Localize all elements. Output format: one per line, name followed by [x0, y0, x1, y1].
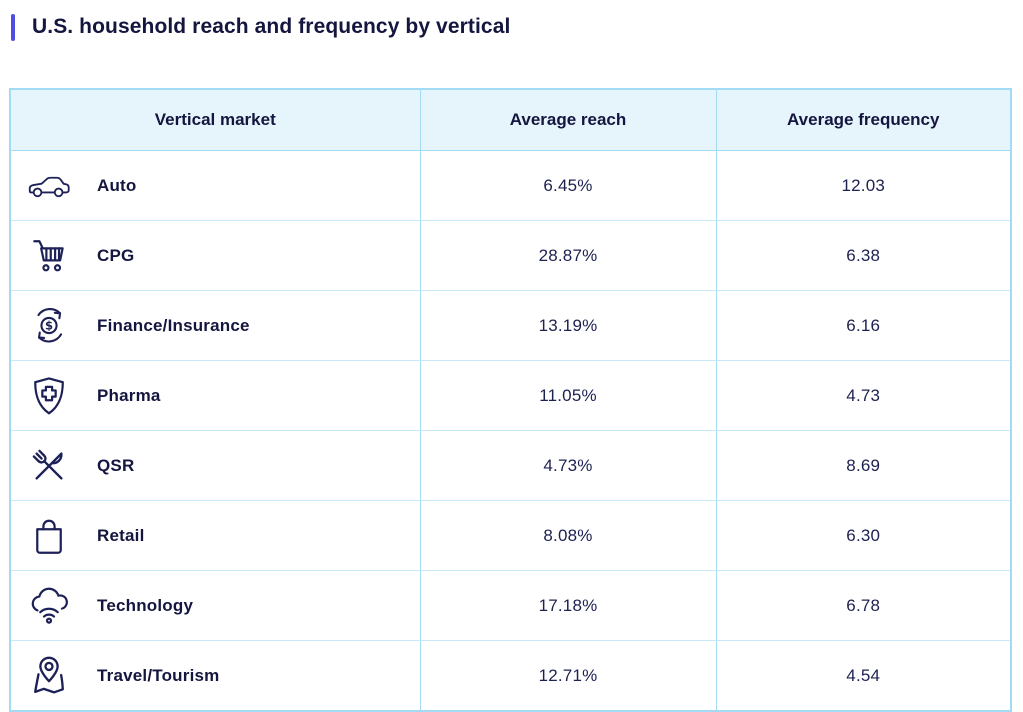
- vertical-market-label: Retail: [97, 525, 145, 545]
- car-icon: [25, 171, 73, 201]
- average-frequency-cell: 4.73: [715, 360, 1012, 431]
- vertical-market-cell: CPG: [9, 220, 421, 291]
- average-frequency-cell: 6.16: [715, 290, 1012, 361]
- column-header-average-frequency: Average frequency: [715, 88, 1012, 151]
- vertical-market-cell: Pharma: [9, 360, 421, 431]
- average-reach-cell: 8.08%: [419, 500, 717, 571]
- average-frequency-cell: 4.54: [715, 640, 1012, 712]
- vertical-market-label: Technology: [97, 595, 194, 615]
- average-frequency-cell: 6.38: [715, 220, 1012, 291]
- average-frequency-value: 6.78: [846, 595, 881, 615]
- column-header-average-reach: Average reach: [419, 88, 717, 151]
- average-reach-cell: 13.19%: [419, 290, 717, 361]
- vertical-market-cell: Travel/Tourism: [9, 640, 421, 712]
- table-row: Retail 8.08% 6.30: [9, 500, 1012, 571]
- average-reach-value: 8.08%: [543, 525, 593, 545]
- average-reach-value: 13.19%: [538, 315, 598, 335]
- table-row: Pharma 11.05% 4.73: [9, 360, 1012, 431]
- section-title-row: U.S. household reach and frequency by ve…: [10, 12, 1011, 42]
- shield-cross-icon: [25, 376, 73, 416]
- vertical-market-cell: Auto: [9, 150, 421, 221]
- table-row: Technology 17.18% 6.78: [9, 570, 1012, 641]
- average-frequency-value: 6.30: [846, 525, 881, 545]
- average-reach-cell: 12.71%: [419, 640, 717, 712]
- vertical-market-cell: $ Finance/Insurance: [9, 290, 421, 361]
- average-reach-cell: 28.87%: [419, 220, 717, 291]
- average-frequency-value: 4.73: [846, 385, 881, 405]
- vertical-market-cell: QSR: [9, 430, 421, 501]
- page-title: U.S. household reach and frequency by ve…: [32, 15, 511, 38]
- dollar-cycle-icon: $: [25, 305, 73, 347]
- average-frequency-cell: 6.30: [715, 500, 1012, 571]
- table-row: QSR 4.73% 8.69: [9, 430, 1012, 501]
- column-header-vertical-market: Vertical market: [9, 88, 421, 151]
- table-row: $ Finance/Insurance 13.19% 6.16: [9, 290, 1012, 361]
- average-reach-value: 4.73%: [543, 455, 593, 475]
- average-frequency-cell: 12.03: [715, 150, 1012, 221]
- vertical-market-label: CPG: [97, 245, 135, 265]
- vertical-market-label: Auto: [97, 175, 137, 195]
- average-reach-cell: 11.05%: [419, 360, 717, 431]
- average-reach-value: 12.71%: [538, 665, 598, 685]
- average-reach-value: 6.45%: [543, 175, 593, 195]
- svg-text:$: $: [45, 318, 53, 332]
- vertical-market-cell: Retail: [9, 500, 421, 571]
- average-reach-value: 17.18%: [538, 595, 598, 615]
- vertical-market-cell: Technology: [9, 570, 421, 641]
- shopping-bag-icon: [25, 517, 73, 555]
- vertical-market-label: Finance/Insurance: [97, 315, 250, 335]
- average-frequency-cell: 8.69: [715, 430, 1012, 501]
- shopping-cart-icon: [25, 238, 73, 274]
- average-reach-value: 28.87%: [538, 245, 598, 265]
- utensils-icon: [25, 445, 73, 487]
- map-pin-icon: [25, 655, 73, 697]
- reach-frequency-table: Vertical market Average reach Average fr…: [9, 88, 1012, 712]
- average-frequency-value: 6.16: [846, 315, 881, 335]
- title-accent-bar: [11, 13, 15, 41]
- average-frequency-value: 8.69: [846, 455, 881, 475]
- average-frequency-cell: 6.78: [715, 570, 1012, 641]
- average-frequency-value: 12.03: [841, 175, 886, 195]
- cloud-wifi-icon: [25, 587, 73, 625]
- average-frequency-value: 6.38: [846, 245, 881, 265]
- table-header-row: Vertical market Average reach Average fr…: [9, 88, 1012, 151]
- vertical-market-label: QSR: [97, 455, 135, 475]
- average-reach-cell: 6.45%: [419, 150, 717, 221]
- average-reach-value: 11.05%: [539, 385, 597, 405]
- vertical-market-label: Travel/Tourism: [97, 665, 220, 685]
- table-row: Travel/Tourism 12.71% 4.54: [9, 640, 1012, 712]
- average-reach-cell: 4.73%: [419, 430, 717, 501]
- average-reach-cell: 17.18%: [419, 570, 717, 641]
- table-row: Auto 6.45% 12.03: [9, 150, 1012, 221]
- vertical-market-label: Pharma: [97, 385, 161, 405]
- table-row: CPG 28.87% 6.38: [9, 220, 1012, 291]
- average-frequency-value: 4.54: [846, 665, 881, 685]
